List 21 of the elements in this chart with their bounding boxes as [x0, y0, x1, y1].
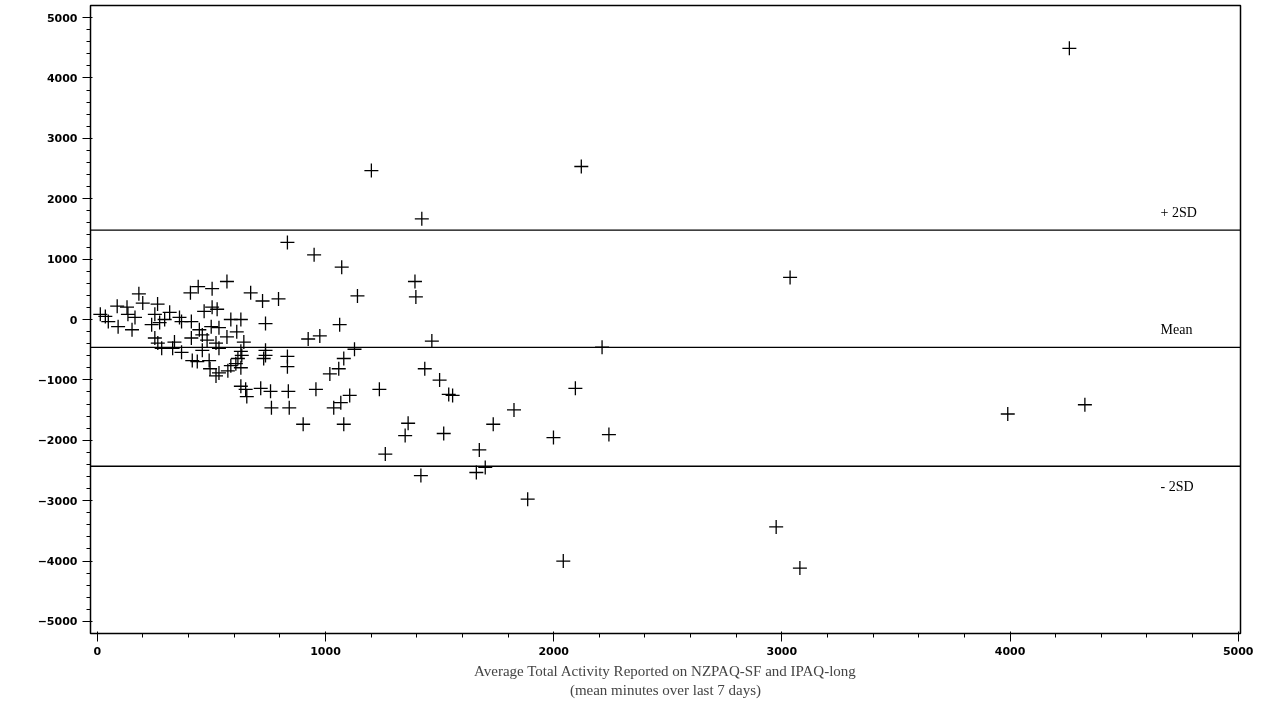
y-tick-label: 3000: [46, 132, 78, 146]
ref-line-label: - 2SD: [1160, 479, 1194, 495]
y-tick-label: 0: [69, 313, 78, 327]
y-tick-label: −3000: [37, 494, 78, 508]
y-tick-label: 2000: [46, 192, 78, 206]
x-tick-label: 2000: [538, 644, 570, 658]
x-tick-label: 0: [93, 644, 102, 658]
y-tick-label: 4000: [46, 71, 78, 85]
x-tick-label: 1000: [310, 644, 342, 658]
x-axis-title: Average Total Activity Reported on NZPAQ-SF and IPAQ-long (mean minutes over last 7 days): [474, 662, 857, 699]
y-tick-label: −4000: [37, 555, 78, 569]
x-tick-label: 4000: [994, 644, 1026, 658]
y-tick-label: −2000: [37, 434, 78, 448]
y-tick-label: 5000: [46, 11, 78, 25]
y-tick-label: −1000: [37, 373, 78, 387]
ref-line-label: + 2SD: [1160, 205, 1197, 221]
y-tick-label: −5000: [37, 615, 78, 629]
y-tick-label: 1000: [46, 253, 78, 267]
x-tick-label: 5000: [1222, 644, 1254, 658]
ref-line-label: Mean: [1160, 322, 1193, 338]
x-tick-label: 3000: [766, 644, 798, 658]
